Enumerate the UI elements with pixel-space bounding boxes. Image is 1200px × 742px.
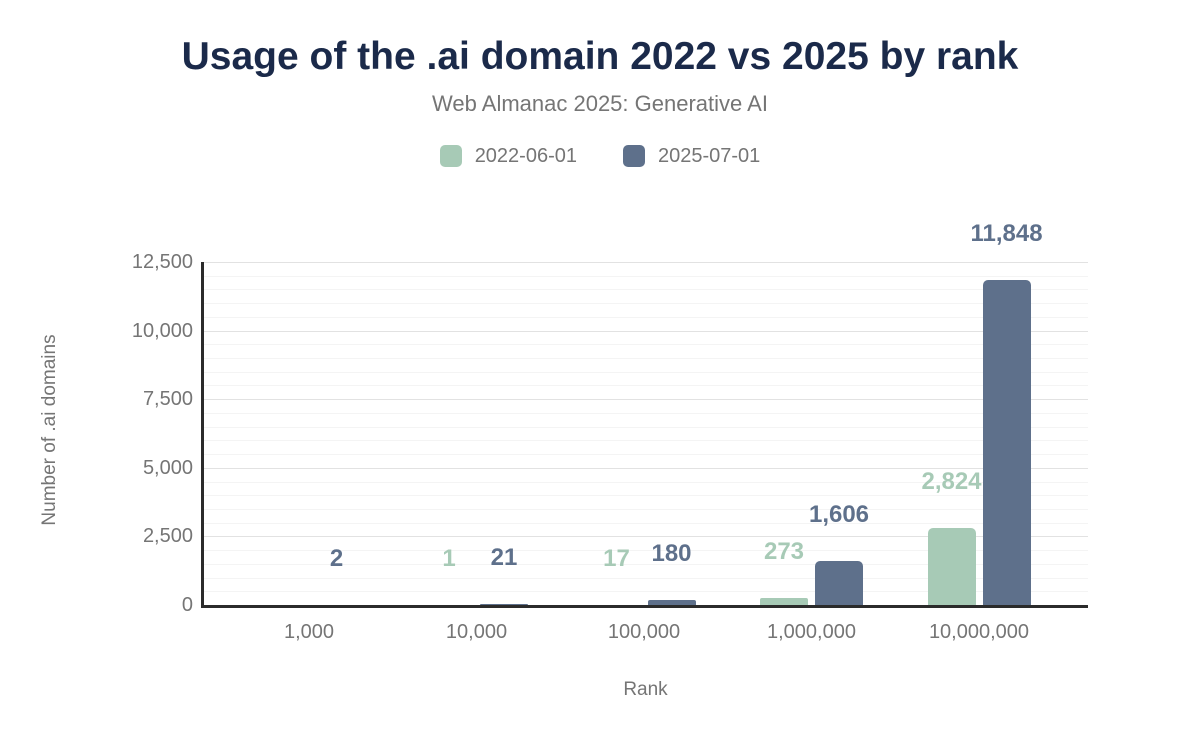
y-tick-label: 12,500 [131, 251, 193, 273]
legend-item-2025-07-01: 2025-07-01 [623, 145, 760, 168]
x-tick-label: 1,000,000 [767, 621, 856, 643]
gridline-minor [203, 440, 1088, 442]
y-tick-label: 10,000 [131, 319, 193, 342]
bar-2025-07-01-rank-10,000 [480, 604, 528, 605]
gridline-minor [203, 275, 1088, 277]
chart-subtitle: Web Almanac 2025: Generative AI [432, 91, 768, 116]
bar-value-label: 180 [651, 540, 692, 568]
bar-value-label: 1 [442, 544, 456, 572]
x-tick-label: 10,000,000 [928, 621, 1030, 643]
gridline-major [203, 536, 1088, 538]
chart-title: Usage of the .ai domain 2022 vs 2025 by … [181, 35, 1019, 78]
gridline-minor [203, 577, 1088, 579]
x-tick-label: 1,000 [283, 621, 335, 643]
bar-value-label: 2 [329, 544, 344, 572]
gridline-minor [203, 371, 1088, 373]
plot-area: 1 17 273 2,824 2 21 180 1,606 11,848 [201, 221, 1088, 608]
bar-2022-06-01-rank-1,000,000 [760, 597, 808, 605]
x-tick-label: 100,000 [607, 621, 681, 643]
gridline-minor [203, 426, 1088, 428]
gridline-minor [203, 563, 1088, 565]
gridline-major [203, 467, 1088, 469]
gridline-minor [203, 508, 1088, 510]
gridline-minor [203, 481, 1088, 483]
legend-item-2022-06-01: 2022-06-01 [439, 144, 577, 168]
bar-value-label: 17 [603, 544, 630, 572]
legend-swatch-icon [439, 145, 462, 167]
bar-2025-07-01-rank-10,000,000 [982, 279, 1031, 605]
legend: 2022-06-01 2025-07-01 [0, 143, 1200, 169]
bar-2025-07-01-rank-100,000 [647, 600, 696, 605]
x-axis-title: Rank [623, 679, 668, 700]
gridline-minor [203, 495, 1088, 497]
gridline-minor [203, 412, 1088, 414]
gridline-minor [203, 289, 1088, 291]
gridline-minor [203, 385, 1088, 387]
bar-2025-07-01-rank-1,000,000 [815, 560, 863, 605]
legend-swatch-icon [623, 145, 645, 167]
x-tick-label: 10,000 [445, 621, 508, 643]
y-axis-line [201, 262, 204, 608]
gridline-major [203, 399, 1088, 401]
y-axis-title: Number of .ai domains [39, 334, 60, 526]
gridline-minor [203, 344, 1088, 346]
gridline-minor [203, 303, 1088, 305]
bar-value-label: 11,848 [970, 219, 1043, 247]
y-tick-label: 2,500 [142, 525, 193, 548]
gridline-minor [203, 454, 1088, 456]
legend-label: 2025-07-01 [658, 144, 761, 167]
bar-value-label: 2,824 [921, 467, 982, 495]
y-tick-label: 0 [181, 594, 193, 616]
bar-2022-06-01-rank-10,000,000 [927, 527, 976, 605]
gridline-major [203, 330, 1088, 332]
bar-value-label: 1,606 [808, 500, 870, 528]
y-tick-label: 7,500 [142, 388, 193, 411]
y-tick-label: 5,000 [142, 456, 193, 479]
gridline-minor [203, 550, 1088, 552]
gridline-minor [203, 358, 1088, 360]
legend-label: 2022-06-01 [474, 144, 577, 167]
gridline-major [203, 262, 1088, 263]
gridline-minor [203, 316, 1088, 318]
gridline-minor [203, 591, 1088, 593]
bar-value-label: 21 [490, 544, 518, 572]
gridline-minor [203, 522, 1088, 524]
bar-value-label: 273 [763, 537, 805, 565]
x-axis-line [201, 605, 1088, 608]
